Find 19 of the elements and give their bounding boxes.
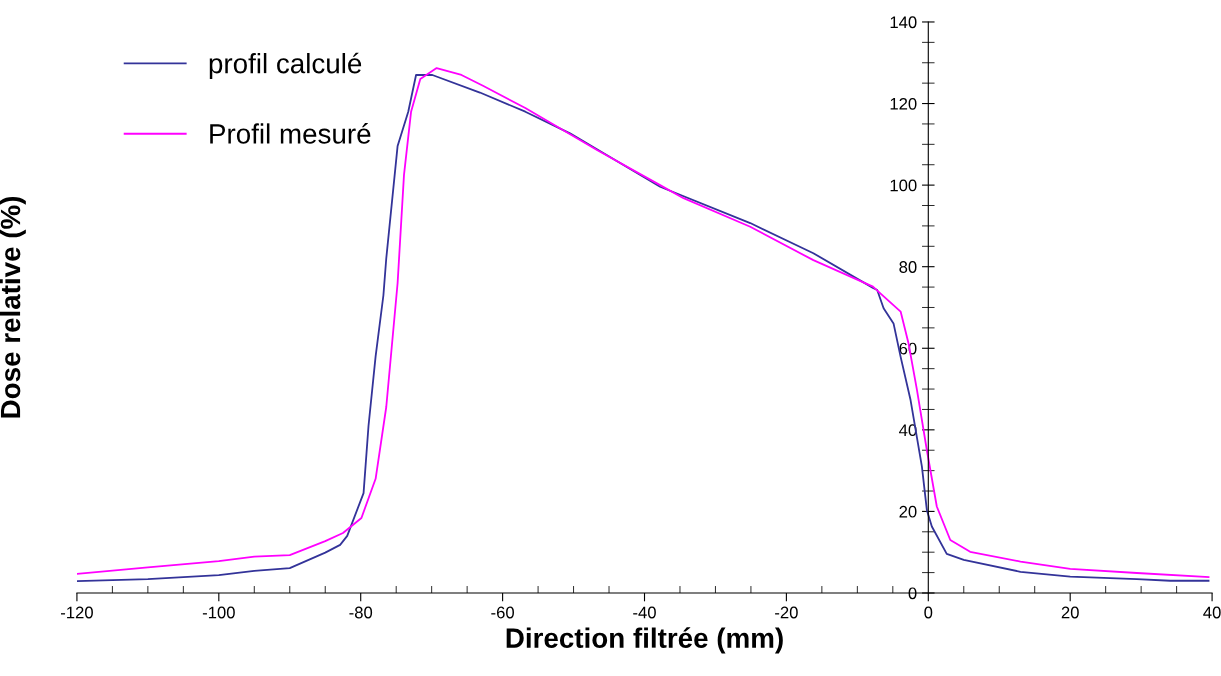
y-tick-label: 100 (890, 179, 917, 192)
x-tick-label: -80 (349, 606, 373, 619)
legend-label: profil calculé (209, 52, 362, 79)
x-tick-label: 20 (1061, 606, 1079, 619)
y-tick-label: 20 (899, 505, 917, 518)
y-tick-label: 0 (908, 587, 917, 600)
x-tick-label: 40 (1203, 606, 1221, 619)
x-tick-label: -40 (633, 606, 656, 619)
x-tick-label: -20 (775, 606, 798, 619)
x-tick-label: -100 (202, 606, 235, 619)
y-tick-label: 80 (899, 261, 917, 273)
x-axis-title: Direction filtrée (mm) (506, 627, 783, 654)
x-tick-label: -120 (60, 606, 93, 619)
y-tick-label: 140 (890, 16, 917, 29)
legend-label: Profil mesuré (210, 123, 371, 144)
y-tick-label: 120 (890, 97, 917, 110)
x-tick-label: -60 (491, 606, 514, 619)
y-axis-title: Dose relative (%) (0, 196, 26, 418)
x-tick-label: 0 (924, 606, 933, 619)
